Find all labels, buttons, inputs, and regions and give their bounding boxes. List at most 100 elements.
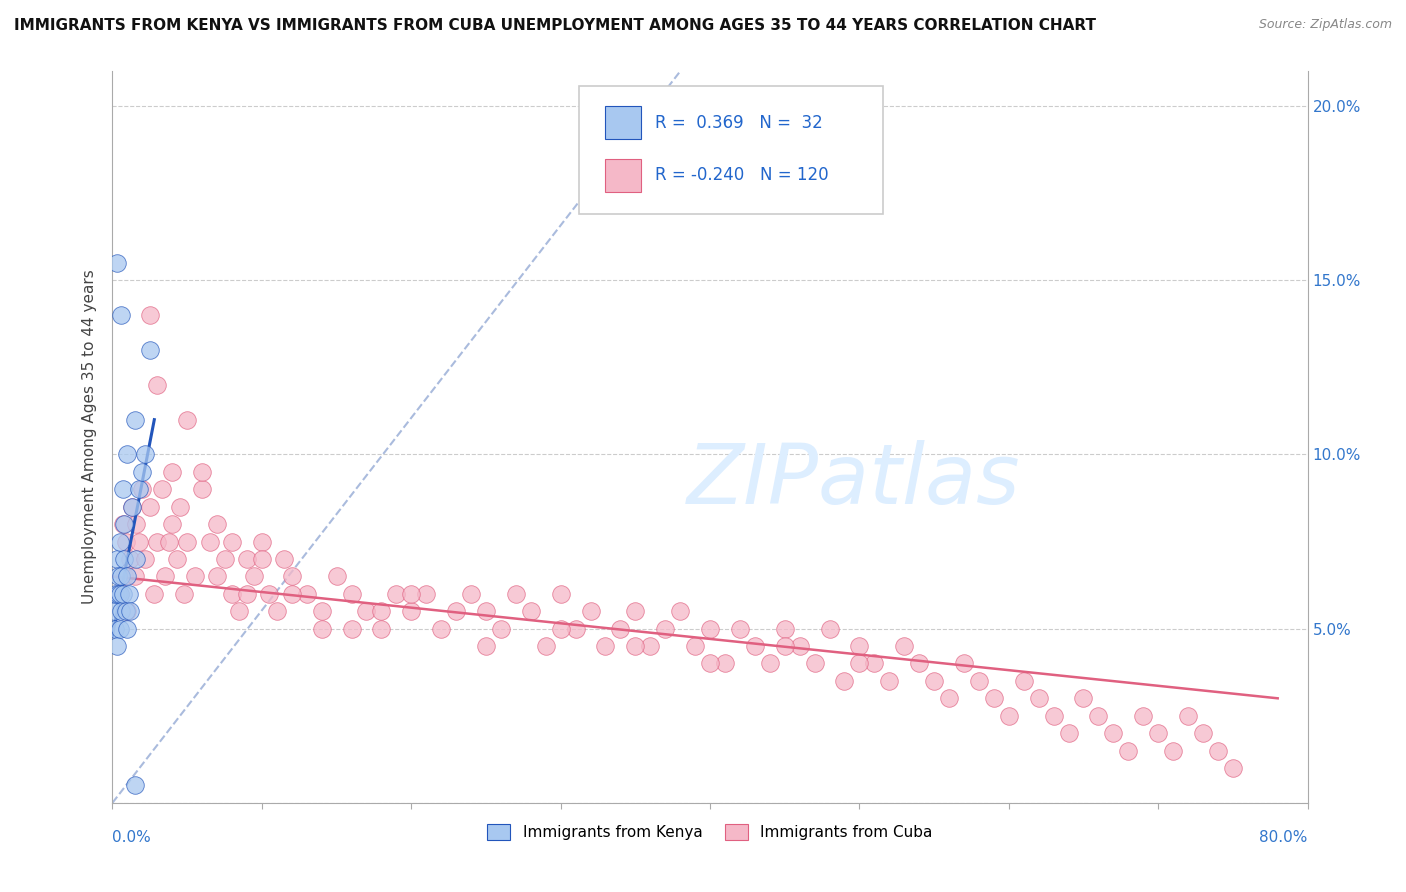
Point [356,604,378,618]
Point [1102,726,1125,740]
Point [250,552,273,566]
Point [236,552,259,566]
Point [654,622,676,636]
Point [953,657,976,671]
Point [114,517,135,532]
Point [624,604,647,618]
Point [166,552,188,566]
Point [430,622,453,636]
Point [863,657,886,671]
Point [221,534,243,549]
Point [998,708,1021,723]
Point [385,587,408,601]
Point [564,622,586,636]
Point [146,377,169,392]
Point [311,604,333,618]
Point [105,552,128,566]
Point [699,657,721,671]
Point [273,552,295,566]
Point [176,412,198,426]
Point [173,587,195,601]
Point [759,657,782,671]
Point [250,534,273,549]
Point [281,569,304,583]
Point [340,622,363,636]
Point [893,639,915,653]
Point [520,604,543,618]
Point [108,622,131,636]
Point [908,657,931,671]
Point [139,500,162,514]
Point [146,534,169,549]
Point [669,604,692,618]
Point [131,465,153,479]
Point [938,691,960,706]
Point [1073,691,1095,706]
Point [110,569,132,583]
Point [243,569,266,583]
Point [111,517,134,532]
Point [1057,726,1080,740]
Point [550,622,572,636]
Point [415,587,437,601]
Point [879,673,901,688]
Point [848,639,870,653]
Point [460,587,482,601]
Point [609,622,631,636]
Point [143,587,166,601]
Point [259,587,281,601]
Point [169,500,191,514]
Point [139,343,162,357]
Point [401,604,423,618]
FancyBboxPatch shape [605,106,641,139]
Point [191,483,214,497]
Point [266,604,288,618]
Point [1147,726,1170,740]
Point [117,604,139,618]
Point [125,517,148,532]
Point [228,604,250,618]
Point [115,534,138,549]
Point [107,569,129,583]
Point [107,587,129,601]
Point [118,587,141,601]
Point [128,534,150,549]
Point [214,552,236,566]
Point [124,778,146,792]
Point [153,569,176,583]
Point [370,604,392,618]
Point [108,534,131,549]
Point [104,622,127,636]
Point [1132,708,1154,723]
Point [683,639,706,653]
Point [205,569,228,583]
Point [325,569,347,583]
Point [967,673,990,688]
Point [125,552,148,566]
Point [370,622,392,636]
Point [103,604,125,618]
Point [803,657,825,671]
Legend: Immigrants from Kenya, Immigrants from Cuba: Immigrants from Kenya, Immigrants from C… [481,818,939,847]
Point [1206,743,1229,757]
Text: IMMIGRANTS FROM KENYA VS IMMIGRANTS FROM CUBA UNEMPLOYMENT AMONG AGES 35 TO 44 Y: IMMIGRANTS FROM KENYA VS IMMIGRANTS FROM… [14,18,1097,33]
Point [157,534,180,549]
Point [922,673,945,688]
Point [110,308,132,322]
Point [281,587,304,601]
Point [124,412,146,426]
Point [162,517,183,532]
Point [139,308,162,322]
Point [983,691,1005,706]
Point [789,639,811,653]
Point [117,448,139,462]
Point [134,552,156,566]
Point [205,517,228,532]
Point [773,622,796,636]
Point [221,587,243,601]
Point [728,622,751,636]
Point [150,483,173,497]
Point [340,587,363,601]
Point [198,534,221,549]
Point [595,639,617,653]
